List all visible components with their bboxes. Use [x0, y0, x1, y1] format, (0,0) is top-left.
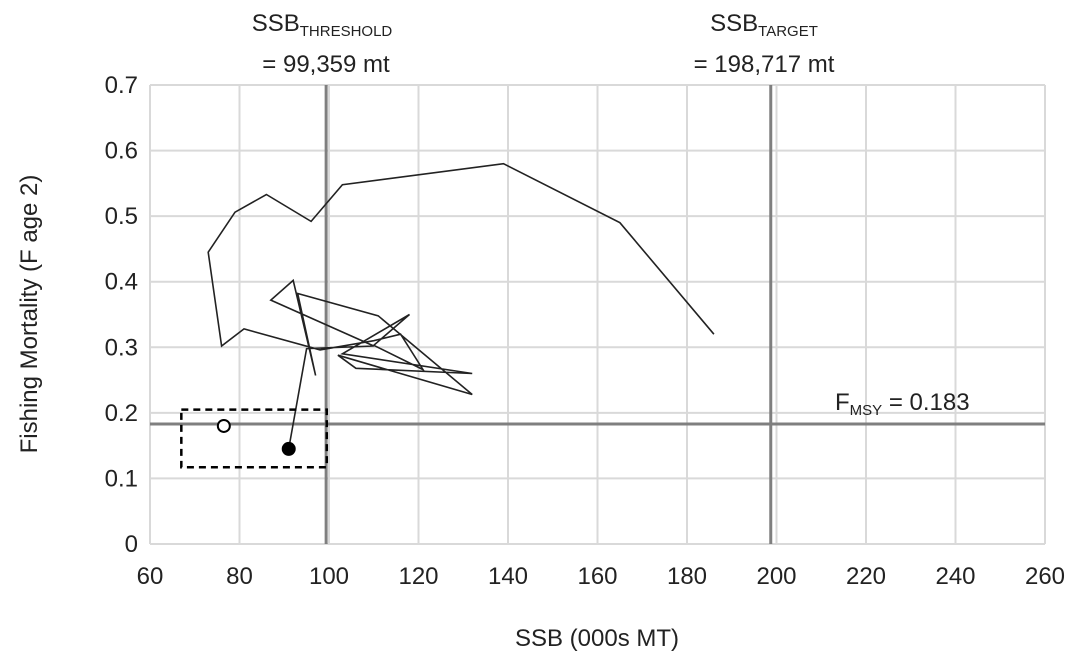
fmsy-label: FMSY = 0.183	[835, 389, 970, 419]
x-tick-label: 140	[488, 563, 528, 590]
fmsy-label-value: = 0.183	[882, 389, 969, 416]
ssb-threshold-label: SSBTHRESHOLD	[252, 10, 393, 40]
filled-point	[281, 441, 296, 456]
y-tick-label: 0	[125, 531, 138, 558]
x-tick-label: 60	[137, 563, 164, 590]
x-tick-label: 120	[398, 563, 438, 590]
y-tick-label: 0.6	[105, 138, 138, 165]
ssb-target-value: = 198,717 mt	[694, 51, 835, 78]
tick-labels: 60 80 100 120 140 160 180 200 220 240 260 0 0.1 0.2 0.…	[105, 72, 1065, 590]
y-tick-label: 0.1	[105, 465, 138, 492]
series-layer	[207, 162, 715, 450]
x-tick-label: 100	[309, 563, 349, 590]
y-tick-label: 0.5	[105, 203, 138, 230]
x-tick-label: 180	[667, 563, 707, 590]
ssb-threshold-label-main: SSB	[252, 10, 300, 37]
ssb-target-label: SSBTARGET	[710, 10, 818, 40]
fmsy-label-sub: MSY	[850, 402, 883, 419]
x-tick-label: 160	[577, 563, 617, 590]
y-tick-label: 0.7	[105, 72, 138, 99]
x-tick-label: 80	[226, 563, 253, 590]
ssb-target-label-main: SSB	[710, 10, 758, 37]
x-axis-title: SSB (000s MT)	[515, 625, 679, 652]
y-tick-label: 0.3	[105, 334, 138, 361]
y-tick-label: 0.2	[105, 400, 138, 427]
y-axis-title: Fishing Mortality (F age 2)	[16, 175, 43, 454]
y-tick-label: 0.4	[105, 269, 138, 296]
open-point	[216, 418, 231, 433]
grid	[149, 84, 1046, 545]
series-line	[207, 162, 715, 450]
x-tick-label: 240	[935, 563, 975, 590]
marker-layer	[180, 408, 329, 469]
ssb-threshold-label-sub: THRESHOLD	[300, 23, 393, 40]
reference-lines	[150, 85, 1045, 544]
x-tick-label: 260	[1025, 563, 1065, 590]
ssb-threshold-value: = 99,359 mt	[262, 51, 390, 78]
x-tick-label: 220	[846, 563, 886, 590]
ssb-target-label-sub: TARGET	[758, 23, 818, 40]
x-tick-label: 200	[756, 563, 796, 590]
uncertainty-box	[180, 408, 329, 469]
fmsy-label-main: F	[835, 389, 850, 416]
